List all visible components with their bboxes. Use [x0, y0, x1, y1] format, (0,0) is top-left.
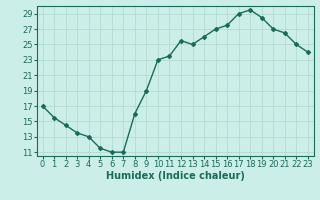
X-axis label: Humidex (Indice chaleur): Humidex (Indice chaleur) — [106, 171, 244, 181]
